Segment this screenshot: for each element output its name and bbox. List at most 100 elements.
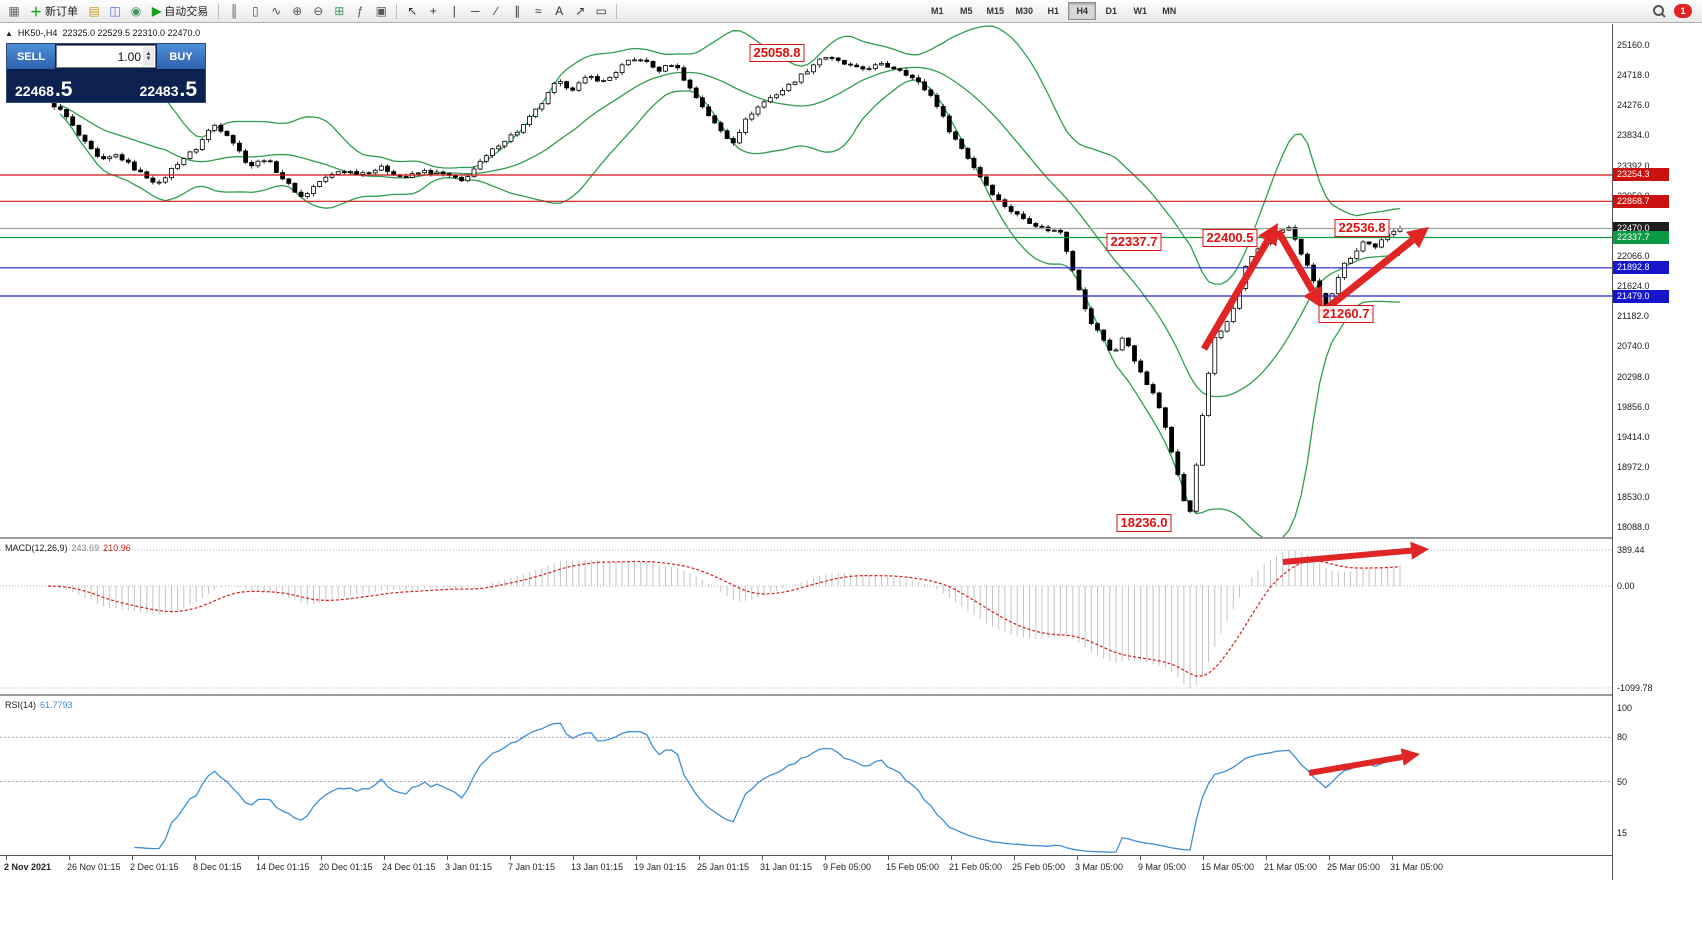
trend-arrows[interactable] xyxy=(1200,223,1429,351)
zoom-out-icon[interactable]: ⊖ xyxy=(313,4,324,18)
channel-icon[interactable]: ∥ xyxy=(514,4,521,18)
autotrade-button-icon: ▶ xyxy=(152,4,162,18)
indicators-icon[interactable]: ƒ xyxy=(356,4,364,18)
time-axis-label: 3 Mar 05:00 xyxy=(1075,862,1124,872)
time-axis-label: 25 Mar 05:00 xyxy=(1327,862,1381,872)
main-chart-pane[interactable]: ▲ HK50-,H4 22325.0 22529.5 22310.0 22470… xyxy=(0,24,1612,539)
timeframe-m5[interactable]: M5 xyxy=(959,6,973,16)
rsi-chart[interactable] xyxy=(0,696,1612,855)
price-badge: 23254.3 xyxy=(1613,168,1669,182)
line-chart-icon[interactable]: ∿ xyxy=(271,4,282,18)
toolbar-separator xyxy=(616,3,618,19)
rsi-label: RSI(14) 61.7793 xyxy=(5,700,73,710)
time-axis: 2 Nov 2021 26 Nov 01:15 2 Dec 01:15 8 Dec 0… xyxy=(0,855,1612,881)
rsi-axis-label: 15 xyxy=(1617,827,1628,838)
time-tick xyxy=(510,856,511,860)
chart-window-icon[interactable]: ▦ xyxy=(8,4,20,18)
timeframe-h1[interactable]: H1 xyxy=(1047,6,1059,16)
vertical-line-icon[interactable]: ∣ xyxy=(451,4,458,18)
time-tick xyxy=(6,856,7,860)
trendline-icon[interactable]: ∕ xyxy=(495,4,498,18)
time-tick xyxy=(1014,856,1015,860)
crosshair-icon[interactable]: + xyxy=(429,4,437,18)
timeframe-h4[interactable]: H4 xyxy=(1068,2,1097,20)
time-axis-label: 24 Dec 01:15 xyxy=(382,862,436,872)
time-tick xyxy=(258,856,259,860)
bar-chart-icon[interactable]: ║ xyxy=(229,4,239,18)
tile-windows-icon[interactable]: ⊞ xyxy=(334,4,345,18)
time-tick xyxy=(384,856,385,860)
price-axis-label: 18530.0 xyxy=(1617,492,1650,503)
market-watch-icon[interactable]: ◫ xyxy=(109,4,121,18)
time-tick xyxy=(951,856,952,860)
timeframe-m30[interactable]: M30 xyxy=(1015,6,1033,16)
macd-indicator-pane[interactable]: MACD(12,26,9) 243.69 210.96 xyxy=(0,539,1612,696)
volume-spinner[interactable]: ▲ ▼ xyxy=(143,47,154,66)
cursor-icon[interactable]: ↖ xyxy=(407,4,418,18)
time-axis-label: 15 Mar 05:00 xyxy=(1201,862,1255,872)
time-tick xyxy=(762,856,763,860)
zoom-in-icon[interactable]: ⊕ xyxy=(292,4,303,18)
price-axis-label: 25160.0 xyxy=(1617,40,1650,50)
chart-profile-icon[interactable]: ▤ xyxy=(88,4,100,18)
time-tick xyxy=(132,856,133,860)
timeframe-m15[interactable]: M15 xyxy=(986,6,1004,16)
navigator-icon[interactable]: ◉ xyxy=(130,4,142,18)
buy-price: 22483.5 xyxy=(139,78,197,101)
time-tick xyxy=(1329,856,1330,860)
time-axis-label: 21 Mar 05:00 xyxy=(1264,862,1318,872)
arrows-icon[interactable]: ↗ xyxy=(575,4,586,18)
timeframe-w1[interactable]: W1 xyxy=(1133,6,1148,16)
time-axis-label: 14 Dec 01:15 xyxy=(256,862,310,872)
macd-axis-label: 389.44 xyxy=(1617,545,1645,555)
toolbar-right: 1 xyxy=(1652,4,1698,18)
symbol-ohlc: 22325.0 22529.5 22310.0 22470.0 xyxy=(62,28,201,38)
time-tick xyxy=(1077,856,1078,860)
time-axis-label: 3 Jan 01:15 xyxy=(445,862,493,872)
price-axis-label: 19414.0 xyxy=(1617,431,1650,442)
price-badge: 21479.0 xyxy=(1613,289,1669,303)
candlestick-chart-icon[interactable]: ▯ xyxy=(251,4,259,18)
fibonacci-icon[interactable]: ≈ xyxy=(534,4,542,18)
time-axis-label: 19 Jan 01:15 xyxy=(634,862,687,872)
new-order-button-icon: ＋ xyxy=(30,4,43,19)
sell-button[interactable]: SELL xyxy=(7,44,55,69)
templates-icon[interactable]: ▣ xyxy=(375,4,387,18)
price-axis-label: 24718.0 xyxy=(1617,70,1650,81)
rsi-arrow[interactable] xyxy=(1308,748,1420,776)
toolbar-separator xyxy=(396,3,398,19)
time-axis-label: 21 Feb 05:00 xyxy=(949,862,1003,872)
time-axis-label: 31 Mar 05:00 xyxy=(1390,862,1444,872)
rsi-axis-label: 100 xyxy=(1617,703,1633,713)
rsi-indicator-pane[interactable]: RSI(14) 61.7793 xyxy=(0,696,1612,855)
time-axis-label: 26 Nov 01:15 xyxy=(67,862,121,872)
new-order-button[interactable]: ＋新订单 xyxy=(25,3,83,20)
timeframe-d1[interactable]: D1 xyxy=(1105,6,1117,16)
time-tick xyxy=(636,856,637,860)
price-direction-icon: ▲ xyxy=(5,28,13,38)
macd-chart[interactable] xyxy=(0,539,1612,694)
time-axis-label: 9 Feb 05:00 xyxy=(823,862,872,872)
shapes-icon[interactable]: ▭ xyxy=(595,4,607,18)
toolbar-spacer xyxy=(622,11,922,12)
notification-badge[interactable]: 1 xyxy=(1674,4,1692,18)
buy-button[interactable]: BUY xyxy=(157,44,205,69)
time-axis-label: 7 Jan 01:15 xyxy=(508,862,556,872)
sell-price: 22468.5 xyxy=(15,78,73,101)
price-axis-label: 23834.0 xyxy=(1617,130,1650,141)
volume-input[interactable]: 1.00 ▲ ▼ xyxy=(56,45,156,68)
text-icon[interactable]: A xyxy=(555,4,564,18)
new-order-button-label: 新订单 xyxy=(45,6,79,18)
candlestick-chart[interactable] xyxy=(0,24,1612,537)
macd-arrow[interactable] xyxy=(1282,541,1429,565)
autotrade-button[interactable]: ▶ 自动交易 xyxy=(147,3,213,20)
price-axis-label: 24276.0 xyxy=(1617,100,1650,111)
time-tick xyxy=(69,856,70,860)
timeframe-mn[interactable]: MN xyxy=(1162,6,1177,16)
horizontal-line-icon[interactable]: ─ xyxy=(470,4,480,18)
price-axis-label: 20740.0 xyxy=(1617,341,1650,352)
search-icon[interactable] xyxy=(1652,4,1666,18)
timeframe-m1[interactable]: M1 xyxy=(930,6,944,16)
price-badge: 22868.7 xyxy=(1613,194,1669,208)
time-axis-label: 25 Feb 05:00 xyxy=(1012,862,1066,872)
